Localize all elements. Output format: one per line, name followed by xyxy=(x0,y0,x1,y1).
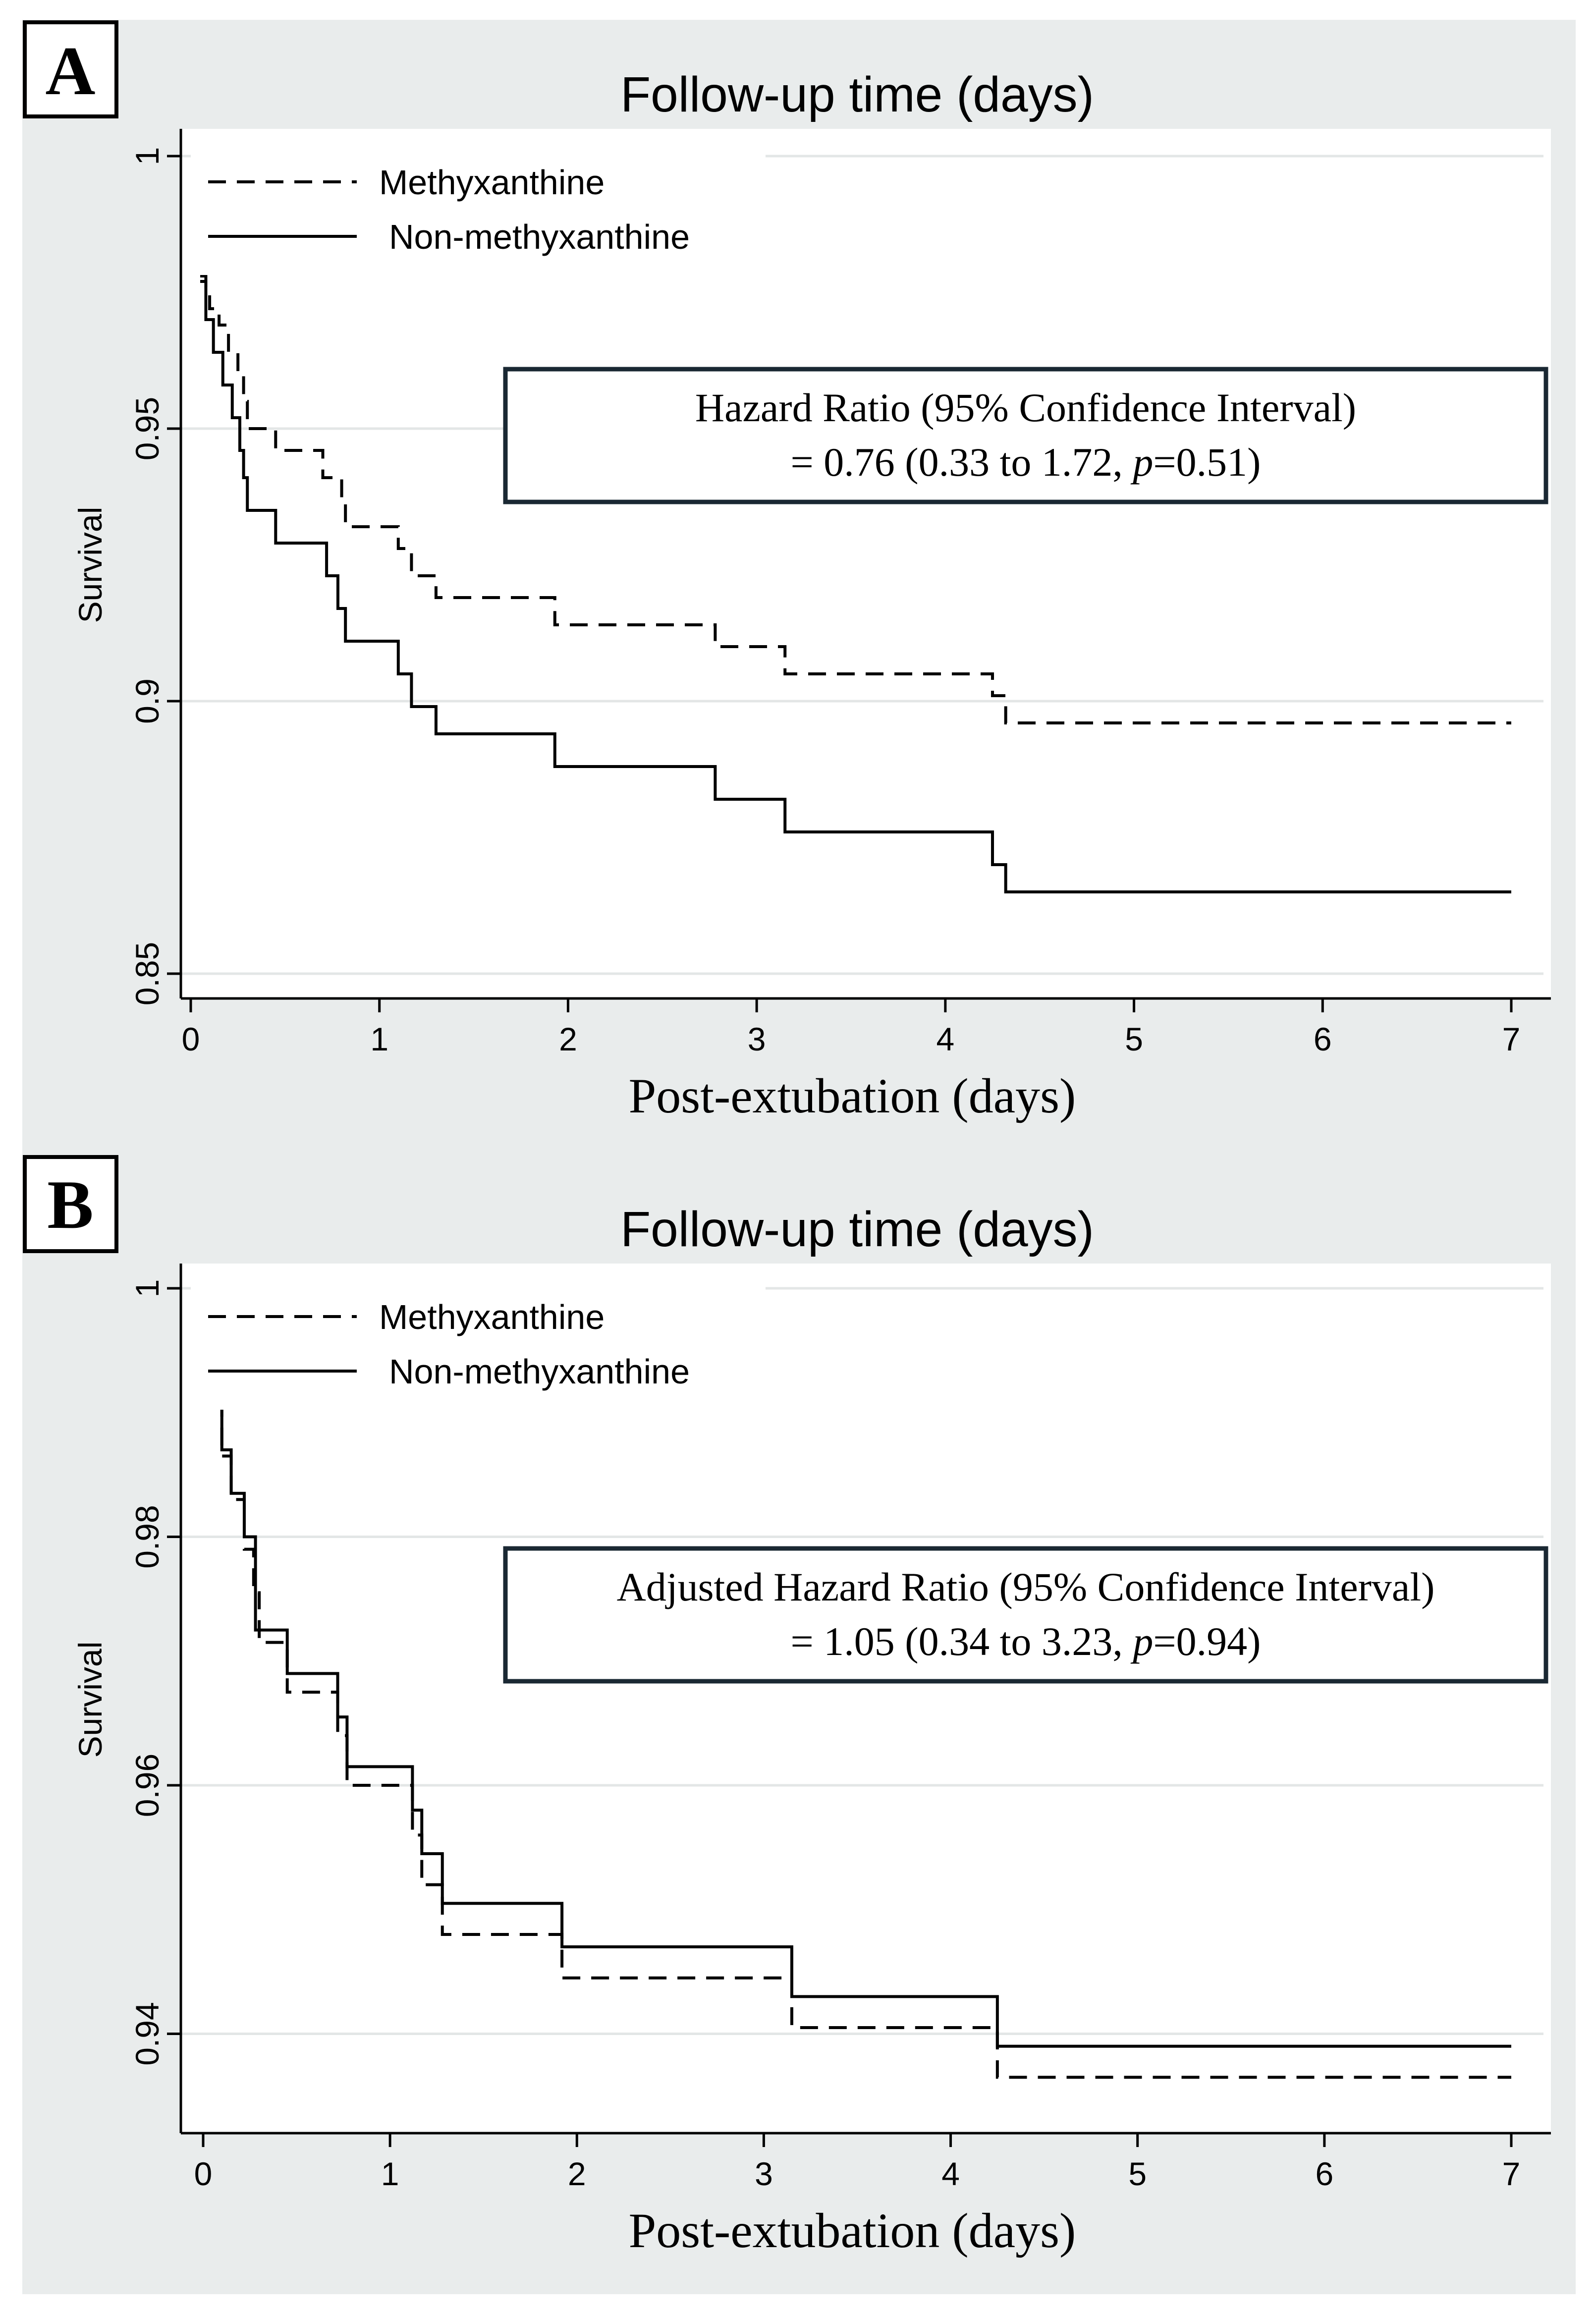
panel-b-annotation-line2-pre: = 1.05 (0.34 to 3.23, xyxy=(791,1619,1133,1664)
panel-a-xtick-label-6: 6 xyxy=(1314,1021,1332,1057)
panel-a-ticks: 0.85 0.9 0.95 1 0 1 2 3 4 5 6 7 xyxy=(129,147,1520,1057)
panel-a-ytick-label-2: 0.95 xyxy=(129,397,165,460)
panel-b-xtick-label-7: 7 xyxy=(1502,2155,1521,2192)
panel-a-ytick-label-3: 1 xyxy=(129,147,165,165)
panel-b: B Follow-up time (days) 0.94 0.96 0.98 1 0 1 2… xyxy=(22,1155,1576,2294)
panel-a-legend: Methyxanthine Non-methyxanthine xyxy=(191,141,766,275)
panel-b-legend: Methyxanthine Non-methyxanthine xyxy=(191,1276,766,1410)
panel-a-xtick-label-3: 3 xyxy=(748,1021,766,1057)
panel-a-xtick-label-0: 0 xyxy=(182,1021,200,1057)
panel-a-legend-non-methyxanthine: Non-methyxanthine xyxy=(389,218,690,256)
panel-a-xlabel: Post-extubation (days) xyxy=(629,1068,1076,1123)
panel-a-label-box xyxy=(23,20,118,118)
panel-a-annotation-box xyxy=(503,367,1548,504)
panel-b-xtick-label-2: 2 xyxy=(568,2155,586,2192)
panel-b-label: B xyxy=(47,1166,93,1243)
panel-a-ytick-label-0: 0.85 xyxy=(129,942,165,1005)
panel-b-title: Follow-up time (days) xyxy=(620,1202,1094,1257)
panel-a-ytick-label-1: 0.9 xyxy=(129,678,165,724)
panel-a-xtick-label-1: 1 xyxy=(370,1021,388,1057)
panel-b-series-non-methyxanthine-line xyxy=(216,1398,1511,2048)
panel-a-annotation-p: p xyxy=(1130,440,1153,485)
panel-b-ticks: 0.94 0.96 0.98 1 0 1 2 3 4 5 6 7 xyxy=(129,1279,1520,2192)
panel-b-xlabel: Post-extubation (days) xyxy=(629,2203,1076,2258)
panel-b-xtick-label-6: 6 xyxy=(1315,2155,1333,2192)
panel-a-title: Follow-up time (days) xyxy=(620,67,1094,122)
panel-b-xtick-label-1: 1 xyxy=(381,2155,399,2192)
panel-b-legend-box xyxy=(191,1276,766,1410)
panel-b-annotation-line2: = 1.05 (0.34 to 3.23, p=0.94) xyxy=(791,1619,1261,1664)
panel-a-annotation-line2: = 0.76 (0.33 to 1.72, p=0.51) xyxy=(791,440,1261,485)
panel-a-series xyxy=(200,275,1511,893)
panel-b-ytick-label-2: 0.98 xyxy=(129,1505,165,1568)
panel-b-ylabel: Survival xyxy=(72,1642,109,1758)
panel-b-series-methyxanthine-line xyxy=(214,1405,1511,2079)
panel-b-xtick-label-0: 0 xyxy=(194,2155,213,2192)
panel-a-xtick-label-4: 4 xyxy=(936,1021,954,1057)
panel-a-legend-box xyxy=(191,141,766,275)
panel-b-annotation-box xyxy=(503,1546,1548,1684)
panel-a-ylabel: Survival xyxy=(72,507,109,623)
panel-a-xtick-label-7: 7 xyxy=(1502,1021,1521,1057)
panel-b-series xyxy=(214,1398,1511,2079)
panel-b-legend-methyxanthine: Methyxanthine xyxy=(379,1298,605,1336)
panel-a-xtick-label-2: 2 xyxy=(559,1021,577,1057)
panel-a-annotation-line1: Hazard Ratio (95% Confidence Interval) xyxy=(695,385,1356,430)
panel-b-annotation: Adjusted Hazard Ratio (95% Confidence In… xyxy=(503,1546,1548,1684)
panel-a-series-methyxanthine-line xyxy=(200,275,1511,724)
panel-b-ytick-label-1: 0.96 xyxy=(129,1754,165,1817)
panel-b-ytick-label-3: 1 xyxy=(129,1279,165,1298)
panel-a-annotation: Hazard Ratio (95% Confidence Interval) =… xyxy=(503,367,1548,504)
panel-b-xtick-label-3: 3 xyxy=(755,2155,773,2192)
panel-a-annotation-line2-post: =0.51) xyxy=(1153,440,1261,485)
panel-b-xtick-label-5: 5 xyxy=(1128,2155,1147,2192)
panel-b-label-box xyxy=(23,1155,118,1253)
panel-a-series-non-methyxanthine-line xyxy=(200,280,1511,893)
panel-a: A Follow-up time (days) 0.85 0.9 0.95 1 0 1 2 3… xyxy=(22,20,1576,1159)
panel-a-xtick-label-5: 5 xyxy=(1125,1021,1143,1057)
panel-b-ytick-label-0: 0.94 xyxy=(129,2002,165,2065)
panel-a-label: A xyxy=(45,33,95,110)
panel-b-annotation-p: p xyxy=(1130,1619,1153,1664)
panel-b-legend-non-methyxanthine: Non-methyxanthine xyxy=(389,1352,690,1391)
panel-a-annotation-line2-pre: = 0.76 (0.33 to 1.72, xyxy=(791,440,1133,485)
panel-b-annotation-line1: Adjusted Hazard Ratio (95% Confidence In… xyxy=(617,1564,1435,1609)
panel-a-legend-methyxanthine: Methyxanthine xyxy=(379,163,605,202)
panel-b-annotation-line2-post: =0.94) xyxy=(1153,1619,1261,1664)
panel-b-xtick-label-4: 4 xyxy=(941,2155,960,2192)
